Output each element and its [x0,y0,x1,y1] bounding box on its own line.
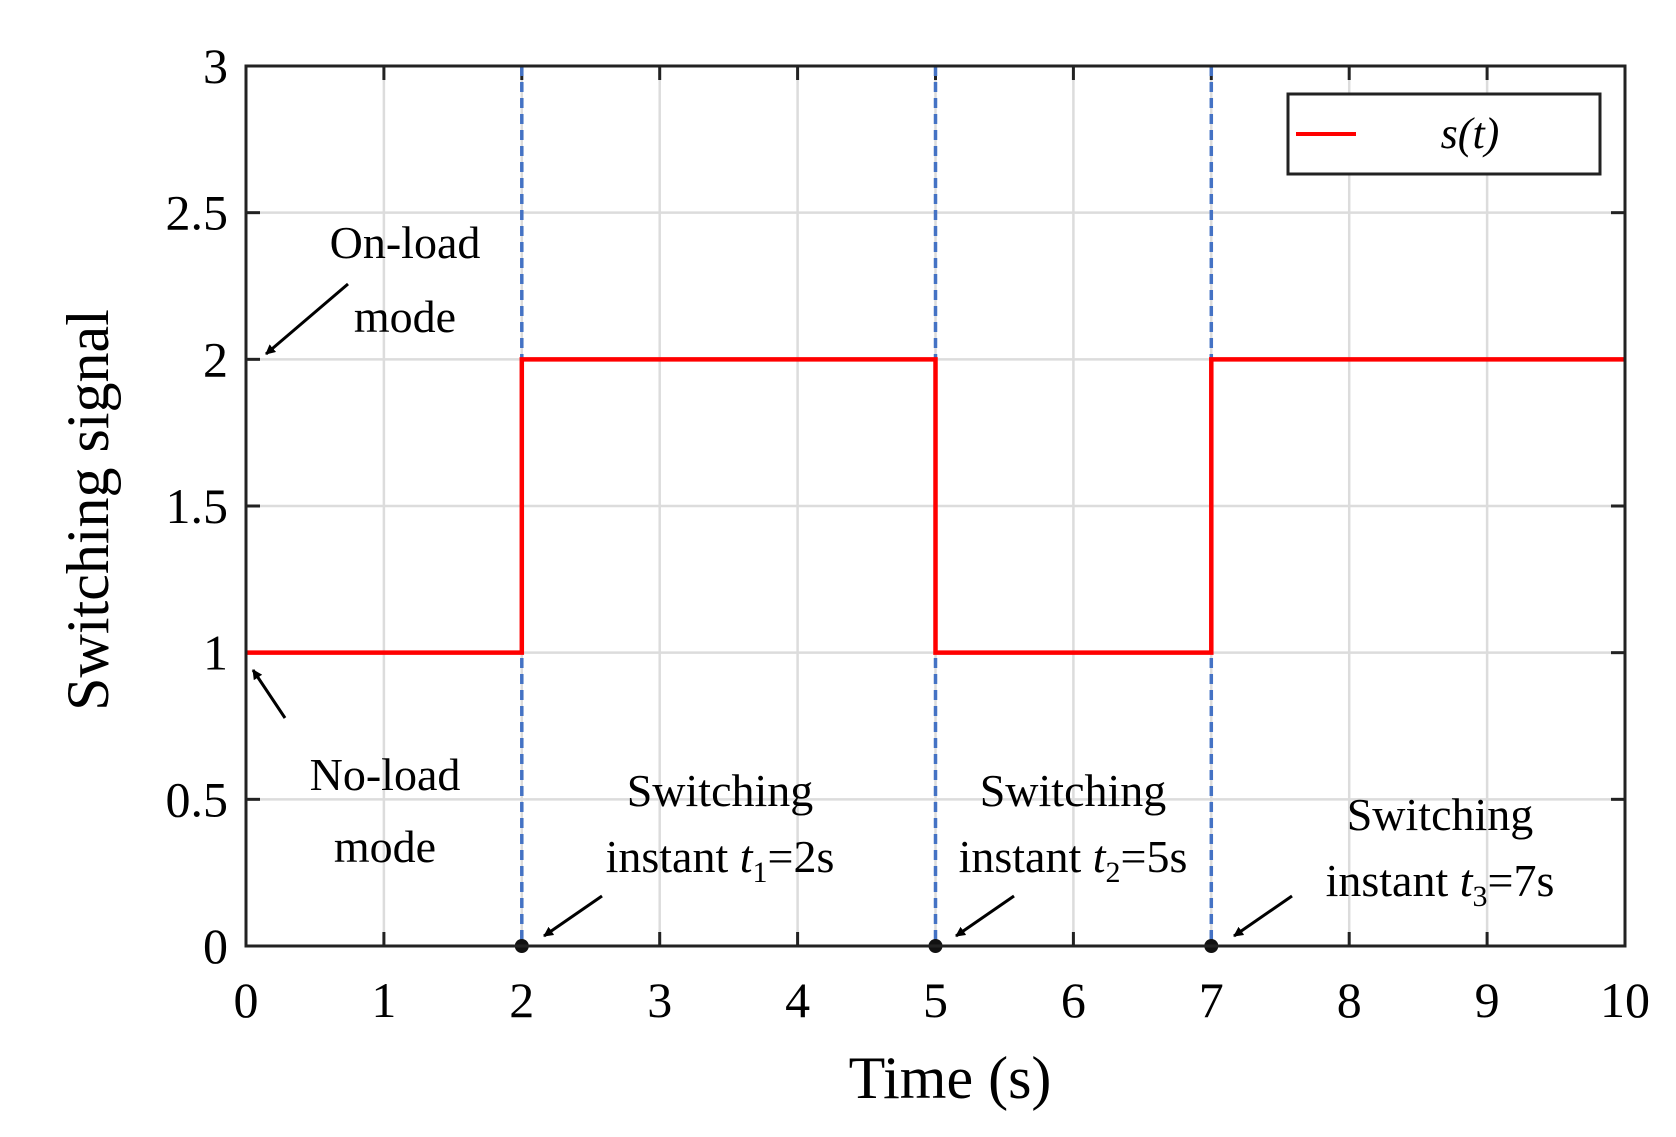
y-tick-label: 0.5 [166,771,229,827]
no-load-line1: No-load [310,749,461,800]
legend-label-suffix: ) [1482,109,1500,158]
x-tick-label: 9 [1475,972,1500,1028]
x-axis-title: Time (s) [849,1045,1052,1111]
instant-2-label: instant t2=5s [959,831,1188,889]
instant-1-arrow [543,894,603,938]
y-tick-label: 1 [203,625,228,681]
instant-2-title: Switching [980,765,1167,816]
annotation-instant-2: Switching instant t2=5s [955,765,1188,938]
x-tick-label: 6 [1061,972,1086,1028]
instant-2-arrow [955,894,1015,938]
instant-1-var: t [740,831,754,882]
on-load-line1: On-load [330,217,481,268]
x-tick-label: 3 [647,972,672,1028]
no-load-line2: mode [334,821,436,872]
x-tick-label: 10 [1600,972,1650,1028]
x-tick-label: 4 [785,972,810,1028]
x-tick-label: 1 [371,972,396,1028]
annotation-no-load: No-load mode [251,669,461,872]
x-tick-label: 8 [1337,972,1362,1028]
y-tick-label: 0 [203,918,228,974]
annotation-instant-1: Switching instant t1=2s [543,765,835,938]
x-tick-label: 2 [509,972,534,1028]
x-tick-label: 5 [923,972,948,1028]
instant-2-var: t [1093,831,1107,882]
annotation-instant-3: Switching instant t3=7s [1233,789,1555,938]
legend-label-var: t [1472,109,1486,158]
y-tick-label: 2.5 [166,185,229,241]
instant-3-value: =7s [1488,855,1555,906]
y-tick-label: 3 [203,38,228,94]
y-tick-label: 2 [203,331,228,387]
series-group [246,357,1625,655]
instant-3-sub: 3 [1473,880,1488,913]
instant-3-var: t [1460,855,1474,906]
legend: s(t) [1286,92,1602,176]
instant-1-title: Switching [627,765,814,816]
annotation-on-load: On-load mode [265,217,481,356]
x-tick-label: 0 [234,972,259,1028]
instant-2-prefix: instant [959,831,1093,882]
on-load-arrow [265,282,349,356]
instant-1-label: instant t1=2s [606,831,835,889]
plot-frame [244,64,1627,948]
instant-3-prefix: instant [1326,855,1460,906]
on-load-line2: mode [354,291,456,342]
instant-3-label: instant t3=7s [1326,855,1555,913]
legend-label-prefix: s( [1441,109,1475,158]
x-tick-label: 7 [1199,972,1224,1028]
instant-2-sub: 2 [1106,856,1121,889]
instant-3-arrow [1233,894,1293,938]
series-line [246,357,1625,655]
y-ticks: 0 0.5 1 1.5 2 2.5 3 [166,38,1625,974]
instant-1-sub: 1 [753,856,768,889]
instant-3-title: Switching [1347,789,1534,840]
y-tick-label: 1.5 [166,478,229,534]
instant-1-prefix: instant [606,831,740,882]
no-load-arrow [251,669,287,719]
instant-1-value: =2s [768,831,835,882]
instant-2-value: =5s [1121,831,1188,882]
y-axis-title: Switching signal [55,309,121,711]
legend-label: s(t) [1441,109,1500,158]
